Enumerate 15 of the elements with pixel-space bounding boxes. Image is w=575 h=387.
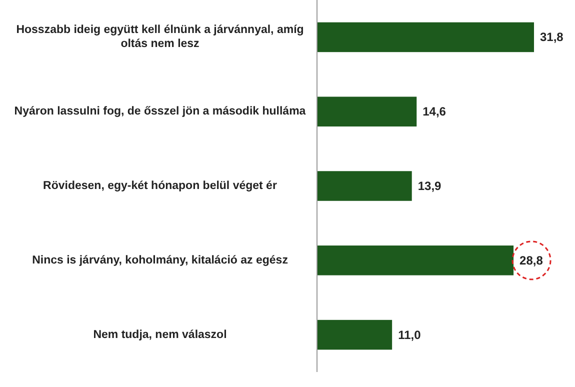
bar	[317, 246, 514, 276]
bar	[317, 320, 392, 350]
data-label: 31,8	[540, 30, 564, 44]
data-label: 14,6	[422, 104, 446, 119]
y-tick-label: Nincs is járvány, koholmány, kitaláció az egész	[32, 254, 288, 266]
data-label: 13,9	[418, 179, 442, 193]
y-tick-label: Nyáron lassulni fog, de ősszel jön a második hulláma	[14, 106, 306, 118]
data-label: 11,0	[398, 328, 422, 342]
y-tick-label: Nem tudja, nem válaszol	[93, 328, 227, 341]
bar	[317, 96, 417, 126]
data-label: 28,8	[520, 253, 544, 268]
y-tick-label: Rövidesen, egy-két hónapon belül véget ér	[43, 180, 278, 192]
bar	[317, 171, 412, 201]
y-tick-label: Hosszabb ideig együtt kell élnünk a járvánnyal, amíg oltás nem lesz	[16, 24, 304, 50]
bar	[317, 22, 534, 52]
